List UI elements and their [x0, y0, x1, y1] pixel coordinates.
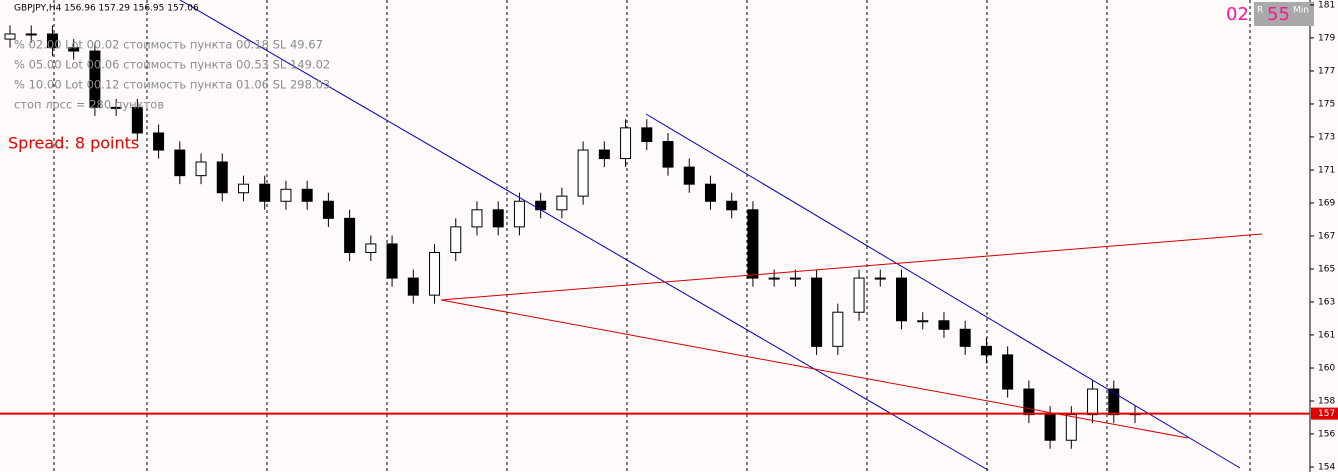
y-tick-label: 158: [1318, 396, 1335, 406]
candle-body: [980, 345, 992, 356]
candle-body: [1087, 388, 1099, 416]
candle-body: [259, 183, 271, 202]
candle-body: [556, 195, 568, 211]
candle-body: [938, 320, 950, 330]
candle-body: [853, 277, 865, 313]
current-price-label: 157: [1318, 409, 1335, 419]
candle-body: [280, 188, 292, 202]
channel-line: [179, 0, 989, 471]
candle-body: [641, 127, 653, 143]
candle-body: [4, 33, 16, 40]
y-tick-label: 179: [1318, 33, 1335, 43]
candle-body: [322, 200, 334, 219]
candle-body: [301, 188, 313, 202]
candle-body: [174, 149, 186, 177]
candle-body: [407, 277, 419, 296]
timer-box: [1254, 2, 1314, 26]
period-separators: [53, 0, 1251, 472]
y-tick-label: 156: [1318, 429, 1335, 439]
candle-body: [704, 183, 716, 202]
symbol-title: GBPJPY,H4 156.96 157.29 156.95 157.06: [14, 4, 199, 14]
candle-body: [789, 277, 801, 280]
candle-body: [620, 127, 632, 160]
info-line: % 02.00 Lot 00.02 стоимость пункта 00.18…: [14, 38, 323, 52]
channel-line: [645, 113, 1241, 469]
candle-body: [726, 200, 738, 211]
candle-body: [747, 209, 759, 279]
candle-body: [429, 251, 441, 296]
candle-body: [577, 149, 589, 197]
candle-body: [195, 161, 207, 177]
candle-body: [662, 141, 674, 168]
y-tick-label: 173: [1318, 132, 1335, 142]
y-tick-label: 177: [1318, 67, 1335, 77]
candle-body: [598, 149, 610, 160]
candle-body: [450, 226, 462, 253]
candle-body: [25, 33, 37, 36]
y-tick-label: 171: [1318, 166, 1335, 176]
candle-body: [832, 311, 844, 347]
candle-body: [110, 106, 122, 109]
red-trend-line: [440, 299, 1189, 439]
current-price-box: [1311, 407, 1338, 420]
candle-body: [216, 161, 228, 194]
candle-body: [1044, 414, 1056, 441]
candle-body: [386, 243, 398, 279]
trend-lines: [179, 0, 1263, 471]
candle-body: [131, 106, 143, 134]
candle-body: [365, 243, 377, 253]
candle-body: [535, 200, 547, 211]
candle-body: [683, 166, 695, 185]
spread-label: Spread: 8 points: [8, 134, 139, 153]
candle-body: [959, 328, 971, 347]
candle-body: [471, 209, 483, 228]
candle-body: [1002, 354, 1014, 390]
candle-body: [513, 200, 525, 228]
candle-body: [768, 277, 780, 280]
timer-unit: Min: [1293, 6, 1309, 16]
y-tick-label: 163: [1318, 297, 1335, 307]
info-line: % 05.00 Lot 00.06 стоимость пункта 00.53…: [14, 58, 330, 72]
y-tick-label: 165: [1318, 265, 1335, 275]
candle-body: [1108, 388, 1120, 416]
candle-body: [68, 47, 80, 52]
red-trend-line: [440, 233, 1263, 301]
candle-body: [89, 50, 101, 108]
timer-flag: R: [1257, 6, 1263, 16]
candle-body: [811, 277, 823, 347]
candle-body: [1065, 414, 1077, 441]
y-tick-label: 175: [1318, 99, 1335, 109]
y-tick-label: 160: [1318, 364, 1335, 374]
y-tick-label: 161: [1318, 330, 1335, 340]
y-tick-label: 154: [1318, 463, 1335, 472]
candle-body: [344, 217, 356, 253]
candle-body: [896, 277, 908, 322]
candle-body: [1023, 388, 1035, 416]
candle-body: [46, 33, 58, 49]
candle-body: [874, 277, 886, 280]
y-tick-label: 169: [1318, 198, 1335, 208]
y-tick-label: 167: [1318, 231, 1335, 241]
timer-minutes: 55: [1267, 4, 1290, 25]
candle-body: [153, 132, 165, 151]
candle-body: [492, 209, 504, 228]
y-tick-label: 181: [1318, 0, 1335, 10]
candle-body: [237, 183, 249, 194]
candle-body: [917, 320, 929, 323]
info-line: % 10.00 Lot 00.12 стоимость пункта 01.06…: [14, 78, 330, 92]
info-line: стоп лосс = 280 пунктов: [14, 98, 164, 112]
timer-hours: 02: [1226, 4, 1249, 25]
